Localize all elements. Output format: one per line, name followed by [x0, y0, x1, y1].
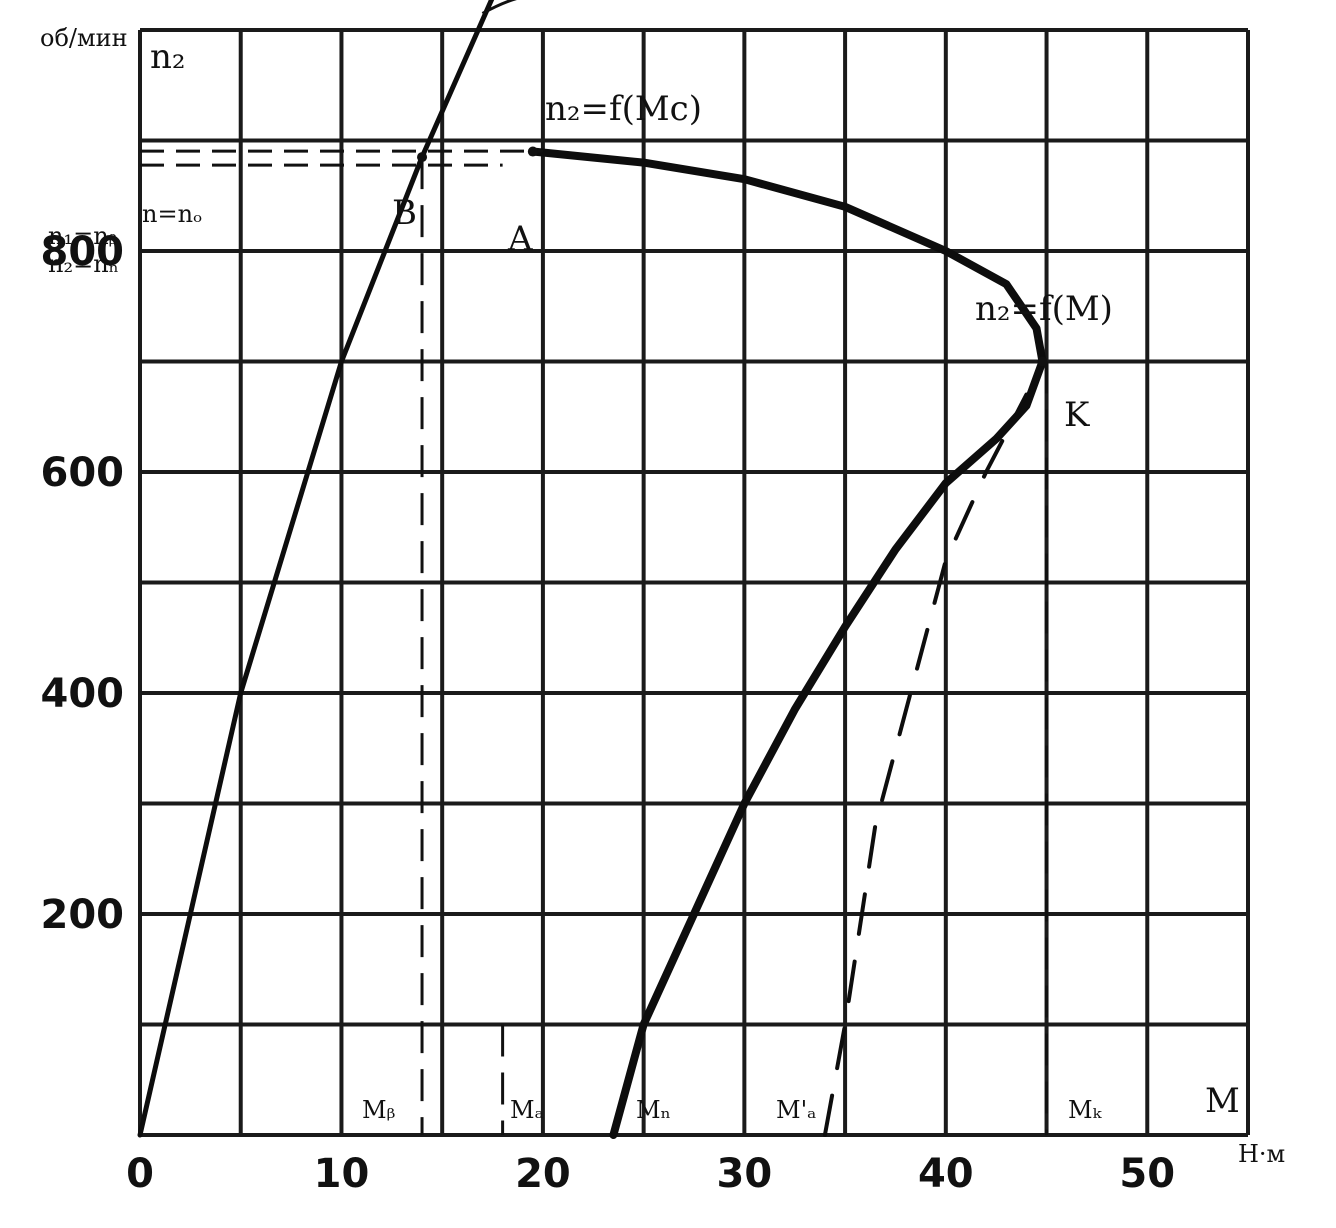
- vline-label-ma-prime: M'ₐ: [776, 1096, 816, 1124]
- point-marker: [417, 152, 428, 163]
- ticks: 0 10 20 30 40 50 200 400 600 800: [41, 229, 1176, 1197]
- series-line: [822, 392, 1029, 1137]
- point-marker: [527, 146, 538, 157]
- x-tick-label: 30: [717, 1151, 773, 1197]
- x-unit-label: Н·м: [1238, 1140, 1285, 1168]
- x-tick-label: 40: [918, 1151, 974, 1197]
- point-label-k: K: [1064, 395, 1090, 435]
- vline-label-mn: Mₙ: [636, 1096, 671, 1124]
- markers: [140, 146, 1049, 1135]
- y-tick-label: 800: [41, 229, 125, 275]
- y-tick-label: 400: [41, 671, 125, 717]
- x-tick-label: 20: [515, 1151, 571, 1197]
- series-label-mc: n₂=f(Mc): [545, 89, 702, 129]
- series-line: [137, 0, 495, 1138]
- point-label-b: B: [392, 193, 417, 233]
- hline-label-n0: n=nₒ: [142, 200, 202, 228]
- vline-label-mk: Mₖ: [1068, 1096, 1103, 1124]
- leader-line: [481, 0, 518, 15]
- hline-label-n2: n₂=nₙ: [48, 250, 119, 278]
- y-tick-label: 600: [41, 450, 125, 496]
- x-tick-label: 10: [314, 1151, 370, 1197]
- series-label-m: n₂=f(M): [975, 289, 1113, 329]
- curves: [137, 0, 1047, 1139]
- x-tick-label: 50: [1119, 1151, 1175, 1197]
- hline-label-n1: n₁=nᵦ: [48, 222, 117, 250]
- vline-label-ma: Mₐ: [510, 1096, 544, 1124]
- x-tick-label: 0: [126, 1151, 154, 1197]
- y-tick-label: 200: [41, 892, 125, 938]
- point-label-a: A: [507, 219, 533, 259]
- y-unit-label: об/мин: [40, 24, 128, 52]
- vline-label-mb: Mᵦ: [362, 1096, 395, 1124]
- series-line: [528, 147, 1047, 1139]
- grid: [138, 28, 1250, 1137]
- point-marker: [1037, 356, 1048, 367]
- y-axis-label: n₂: [150, 37, 186, 77]
- x-axis-label: M: [1205, 1081, 1240, 1121]
